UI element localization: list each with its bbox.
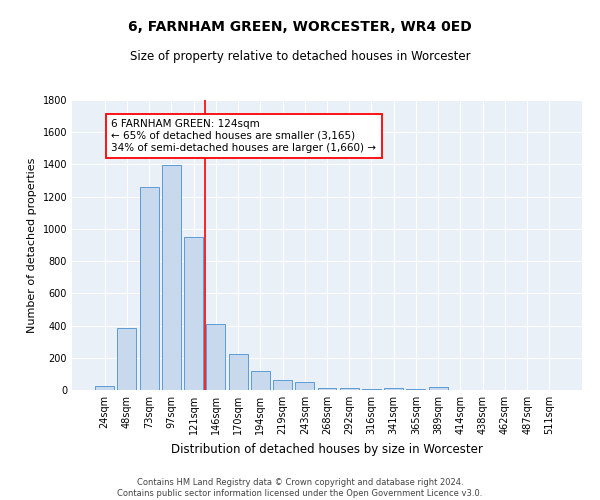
X-axis label: Distribution of detached houses by size in Worcester: Distribution of detached houses by size … <box>171 442 483 456</box>
Text: 6 FARNHAM GREEN: 124sqm
← 65% of detached houses are smaller (3,165)
34% of semi: 6 FARNHAM GREEN: 124sqm ← 65% of detache… <box>112 120 376 152</box>
Bar <box>340 388 359 390</box>
Bar <box>295 382 314 390</box>
Text: 6, FARNHAM GREEN, WORCESTER, WR4 0ED: 6, FARNHAM GREEN, WORCESTER, WR4 0ED <box>128 20 472 34</box>
Text: Contains HM Land Registry data © Crown copyright and database right 2024.
Contai: Contains HM Land Registry data © Crown c… <box>118 478 482 498</box>
Bar <box>362 389 381 390</box>
Bar <box>384 388 403 390</box>
Bar <box>229 354 248 390</box>
Bar <box>317 388 337 390</box>
Bar <box>140 187 158 390</box>
Bar <box>184 237 203 390</box>
Bar <box>429 387 448 390</box>
Bar <box>406 389 425 390</box>
Text: Size of property relative to detached houses in Worcester: Size of property relative to detached ho… <box>130 50 470 63</box>
Bar <box>95 386 114 390</box>
Y-axis label: Number of detached properties: Number of detached properties <box>27 158 37 332</box>
Bar <box>118 328 136 390</box>
Bar <box>206 324 225 390</box>
Bar <box>162 166 181 390</box>
Bar <box>273 380 292 390</box>
Bar <box>251 372 270 390</box>
